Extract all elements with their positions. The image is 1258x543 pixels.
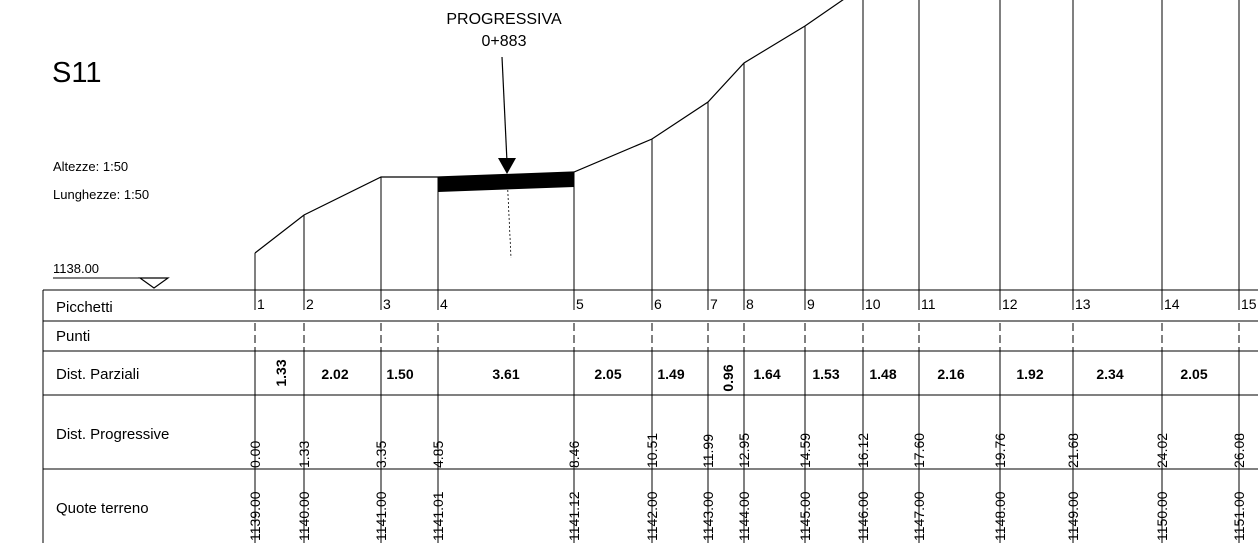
quota-terreno: 1143.00 (700, 491, 716, 541)
picchetto-label: 2 (306, 296, 314, 312)
picchetto-label: 6 (654, 296, 662, 312)
quota-terreno: 1144.00 (736, 491, 752, 541)
quota-terreno: 1150.00 (1154, 491, 1170, 541)
row-label-quote-terreno: Quote terreno (56, 500, 149, 517)
dist-progressiva: 24.02 (1154, 433, 1170, 468)
station-verticals (254, 0, 1240, 290)
dist-parziale: 1.48 (869, 366, 896, 382)
ground-profile (254, 0, 844, 254)
dist-progressiva: 8.46 (566, 441, 582, 468)
dist-progressiva: 17.60 (911, 433, 927, 468)
quota-terreno: 1147.00 (911, 491, 927, 541)
dist-progressiva: 3.35 (373, 441, 389, 468)
dist-parziale: 2.05 (1180, 366, 1207, 382)
dist-progressiva: 21.68 (1065, 433, 1081, 468)
dist-parziale: 1.64 (753, 366, 780, 382)
dist-progressiva: 16.12 (855, 433, 871, 468)
picchetto-label: 5 (576, 296, 584, 312)
progressiva-arrow-shaft (501, 56, 508, 163)
picchetto-label: 9 (807, 296, 815, 312)
picchetto-label: 12 (1002, 296, 1018, 312)
dist-progressiva: 4.85 (430, 441, 446, 468)
dist-progressiva: 14.59 (797, 433, 813, 468)
dist-parziale: 2.02 (321, 366, 348, 382)
road-platform (438, 172, 574, 192)
arrow-down-icon (498, 158, 516, 174)
dist-parziale: 0.96 (720, 364, 736, 391)
scale-lengths: Lunghezze: 1:50 (53, 187, 149, 202)
dist-parziale: 1.92 (1016, 366, 1043, 382)
quota-terreno: 1148.00 (992, 491, 1008, 541)
dist-parziale: 2.16 (937, 366, 964, 382)
row-label-picchetti: Picchetti (56, 299, 113, 316)
section-title: S11 (52, 57, 101, 89)
dist-progressiva: 1.33 (296, 441, 312, 468)
profile-table-frame (42, 289, 1258, 543)
scale-heights: Altezze: 1:50 (53, 159, 128, 174)
dist-parziali-values: 1.33 2.02 1.50 3.61 2.05 1.49 0.96 1.64 … (273, 359, 1208, 391)
quota-terreno: 1145.00 (797, 491, 813, 541)
picchetto-label: 4 (440, 296, 448, 312)
row-label-punti: Punti (56, 328, 90, 345)
datum-label: 1138.00 (53, 261, 99, 276)
dist-parziale: 1.53 (812, 366, 839, 382)
picchetto-label: 15 (1241, 296, 1257, 312)
picchetto-label: 1 (257, 296, 265, 312)
quota-terreno: 1139.00 (247, 491, 263, 541)
dist-progressiva: 26.08 (1231, 433, 1247, 468)
dist-parziale: 1.50 (386, 366, 413, 382)
datum-triangle-icon (138, 277, 170, 289)
picchetto-label: 8 (746, 296, 754, 312)
picchetto-label: 11 (921, 296, 936, 312)
dist-parziale: 1.49 (657, 366, 684, 382)
picchetto-label: 3 (383, 296, 391, 312)
row-label-dist-parziali: Dist. Parziali (56, 366, 139, 383)
row-label-dist-progressive: Dist. Progressive (56, 426, 169, 443)
progressiva-label: PROGRESSIVA (446, 11, 562, 28)
picchetti-numbers: 1 2 3 4 5 6 7 8 9 10 11 12 13 14 15 (257, 296, 1257, 312)
dist-parziale: 2.05 (594, 366, 621, 382)
quota-terreno: 1141.00 (373, 491, 389, 541)
dist-progressive-values: 0.00 1.33 3.35 4.85 8.46 10.51 11.99 12.… (247, 433, 1247, 468)
dist-progressiva: 11.99 (700, 434, 716, 468)
quota-terreno: 1151.00 (1231, 491, 1247, 541)
quote-terreno-values: 1139.00 1140.00 1141.00 1141.01 1141.12 … (247, 491, 1247, 541)
quota-terreno: 1141.01 (430, 491, 446, 541)
progressiva-value: 0+883 (482, 33, 527, 50)
quota-terreno: 1142.00 (644, 491, 660, 541)
quota-terreno: 1141.12 (566, 491, 582, 541)
table-station-lines (254, 290, 1240, 543)
quota-terreno: 1140.00 (296, 491, 312, 541)
picchetto-label: 7 (710, 296, 718, 312)
picchetto-label: 10 (865, 296, 881, 312)
dist-parziale: 3.61 (492, 366, 519, 382)
dist-progressiva: 12.95 (736, 433, 752, 468)
quota-terreno: 1149.00 (1065, 491, 1081, 541)
quota-terreno: 1146.00 (855, 491, 871, 541)
dist-progressiva: 10.51 (644, 433, 660, 468)
picchetto-label: 14 (1164, 296, 1180, 312)
dist-progressiva: 0.00 (247, 441, 263, 468)
dist-parziale: 1.33 (273, 359, 289, 386)
picchetto-label: 13 (1075, 296, 1091, 312)
dist-parziale: 2.34 (1096, 366, 1123, 382)
dist-progressiva: 19.76 (992, 433, 1008, 468)
